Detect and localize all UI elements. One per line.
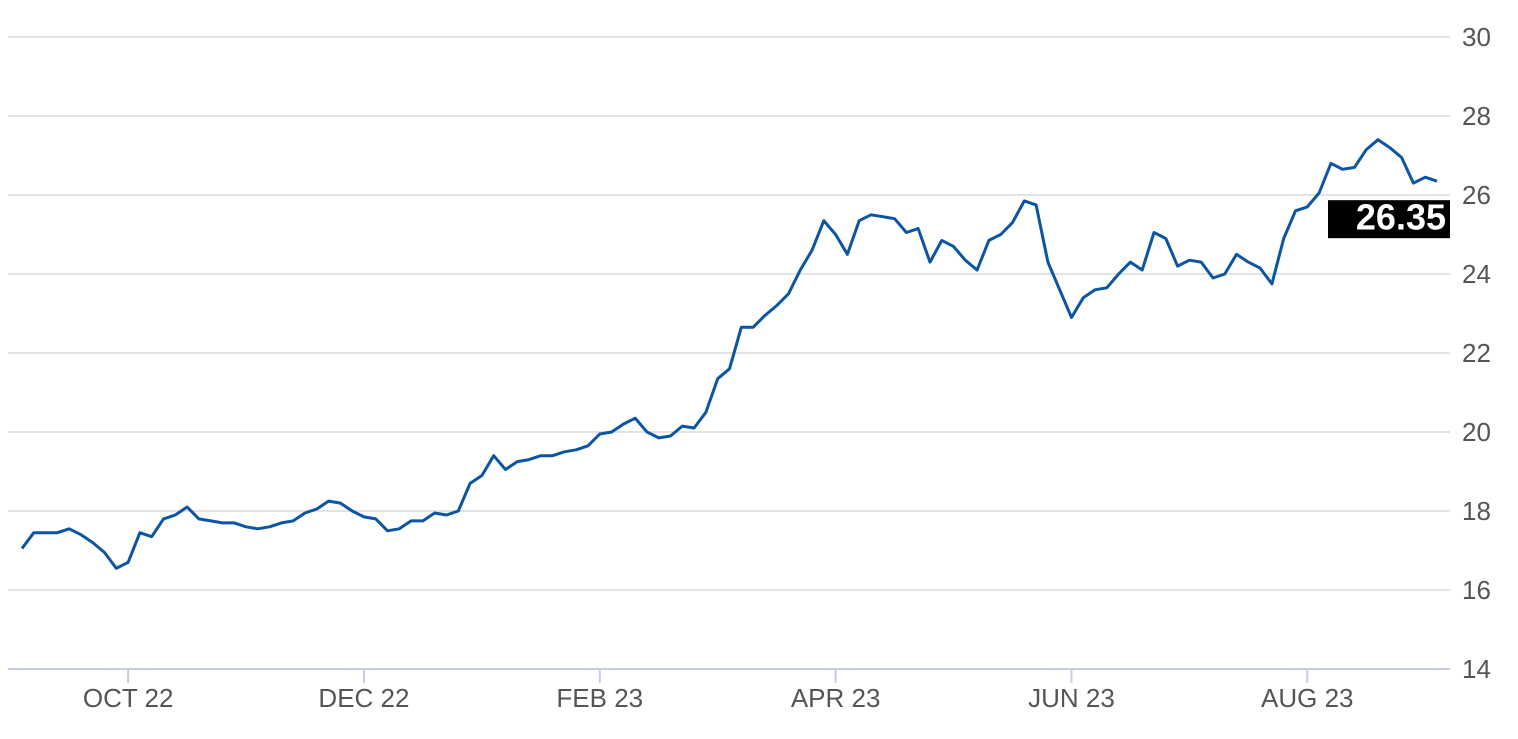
y-tick-label: 14 [1462,654,1491,684]
x-tick-label: AUG 23 [1261,683,1354,713]
y-tick-label: 22 [1462,338,1491,368]
x-tick-label: OCT 22 [83,683,174,713]
y-tick-label: 24 [1462,259,1491,289]
y-tick-label: 20 [1462,417,1491,447]
y-tick-label: 26 [1462,180,1491,210]
last-value-label: 26.35 [1356,197,1446,238]
price-line [20,138,1438,570]
y-tick-label: 16 [1462,575,1491,605]
last-value-box [1328,200,1450,239]
x-tick-label: APR 23 [791,683,881,713]
y-tick-label: 28 [1462,101,1491,131]
x-tick-label: JUN 23 [1028,683,1115,713]
y-tick-label: 30 [1462,22,1491,52]
x-tick-label: FEB 23 [556,683,643,713]
y-tick-label: 18 [1462,496,1491,526]
x-tick-label: DEC 22 [318,683,409,713]
